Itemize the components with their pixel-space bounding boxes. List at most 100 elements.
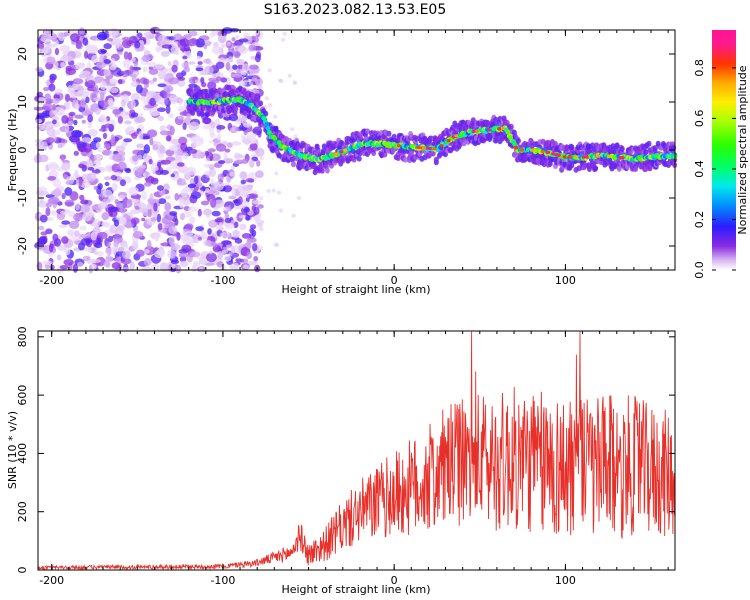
spectrogram-noise-cell: [157, 70, 167, 80]
spectrogram-ridge-halo: [633, 166, 639, 172]
spectrogram-noise-cell: [112, 153, 123, 162]
spectrogram-noise-cell: [120, 70, 130, 75]
spectrogram-noise-cell: [86, 248, 93, 253]
spectrogram-noise-cell: [138, 130, 144, 141]
spectrogram-noise-cell: [147, 91, 157, 97]
spectrogram-noise-cell: [69, 91, 79, 99]
spectrogram-noise-cell: [117, 224, 126, 232]
spectrogram-noise-cell: [248, 44, 257, 51]
spectrogram-noise-cell: [217, 173, 224, 182]
spectrogram-noise-cell: [130, 217, 140, 225]
spectrogram-noise-cell: [96, 61, 106, 69]
spectrogram-noise-cell: [134, 40, 141, 49]
spectrogram-noise-cell: [142, 66, 148, 73]
spectrogram-noise-cell: [87, 129, 99, 137]
spectrogram-noise-cell: [117, 51, 123, 55]
spectrogram-noise-cell: [190, 251, 201, 258]
spectrogram-noise-cell: [230, 73, 236, 78]
spectrogram-noise-cell: [176, 162, 185, 167]
spectrogram-noise-cell: [200, 231, 207, 239]
spectrogram-noise-cell: [78, 73, 89, 79]
spectrogram-noise-cell: [49, 110, 54, 117]
spectrogram-noise-cell: [148, 158, 153, 165]
spectrogram-noise-cell: [104, 176, 112, 181]
spectrogram-ridge-peak: [446, 139, 451, 143]
spectrogram-ridge-halo: [190, 109, 196, 116]
spectrogram-noise-cell: [169, 160, 180, 170]
spectrogram-noise-cell: [75, 138, 81, 146]
spectrogram-noise-cell: [165, 195, 171, 200]
spectrogram-noise-cell: [181, 152, 189, 160]
spectrogram-noise-cell: [94, 108, 101, 115]
spectrogram-noise-cell: [61, 220, 71, 225]
spectrogram-noise-cell: [154, 250, 165, 259]
spectrogram-noise-cell: [45, 202, 52, 208]
spectrogram-noise-cell: [231, 187, 236, 197]
spectrogram-noise-cell: [186, 166, 197, 176]
spectrogram-noise-cell: [93, 84, 98, 93]
spectrogram-ridge-halo: [365, 128, 370, 135]
spectrogram-noise-cell: [202, 117, 212, 125]
spectrogram-noise-cell: [153, 202, 158, 212]
spectrogram-noise-cell: [147, 61, 157, 68]
spectrogram-ridge-peak: [474, 129, 479, 133]
spectrogram-ridge-halo: [569, 162, 575, 169]
spectrogram-noise-cell: [163, 96, 169, 105]
y-tick-label: 800: [16, 326, 29, 347]
spectrogram-noise-cell: [276, 190, 282, 195]
spectrogram-noise-cell: [61, 193, 66, 200]
spectrogram-noise-cell: [70, 33, 80, 42]
spectrogram-ridge-halo: [614, 142, 620, 149]
spectrogram-noise-cell: [35, 67, 43, 72]
spectrogram-noise-cell: [229, 171, 235, 177]
spectrogram-noise-cell: [57, 245, 67, 251]
spectrogram-noise-cell: [120, 216, 127, 226]
spectrogram-ridge-peak: [562, 155, 567, 159]
spectrogram-noise-cell: [79, 225, 87, 231]
spectrogram-ridge-halo: [386, 130, 392, 137]
spectrogram-ridge-peak: [501, 127, 506, 131]
spectrogram-noise-cell: [206, 174, 211, 178]
spectrogram-noise-cell: [257, 222, 263, 227]
spectrogram-noise-cell: [75, 203, 81, 211]
spectrogram-noise-cell: [226, 207, 231, 212]
spectrogram-noise-cell: [166, 87, 171, 97]
spectrogram-noise-cell: [47, 176, 57, 181]
spectrogram-noise-cell: [67, 229, 74, 236]
spectrogram-noise-cell: [291, 213, 296, 218]
spectrogram-noise-cell: [211, 28, 216, 36]
spectrogram-noise-cell: [215, 76, 222, 81]
spectrogram-noise-cell: [170, 138, 181, 145]
spectrogram-noise-cell: [257, 150, 263, 155]
spectrogram-noise-cell: [208, 167, 216, 178]
spectrogram-noise-cell: [190, 191, 202, 199]
spectrogram-noise-cell: [92, 218, 101, 227]
spectrogram-noise-cell: [205, 157, 210, 162]
spectrogram-noise-cell: [196, 55, 201, 60]
spectrogram-noise-cell: [103, 143, 111, 149]
spectrogram-noise-cell: [279, 79, 284, 83]
y-tick-label: 0: [16, 147, 29, 154]
spectrogram-ridge-peak: [574, 155, 579, 159]
x-tick-label: -100: [210, 574, 235, 587]
spectrogram-noise-cell: [170, 259, 180, 265]
spectrogram-noise-cell: [109, 78, 118, 85]
spectrogram-noise-cell: [221, 43, 226, 48]
spectrogram-ridge-halo: [643, 149, 649, 156]
spectrogram-noise-cell: [228, 113, 239, 122]
spectrogram-noise-cell: [104, 247, 116, 256]
spectrogram-noise-cell: [115, 38, 120, 49]
spectrogram-noise-cell: [195, 67, 204, 72]
spectrogram-noise-cell: [187, 183, 197, 189]
spectrogram-noise-cell: [152, 77, 158, 82]
spectrogram-noise-cell: [51, 210, 57, 216]
spectrogram-noise-cell: [230, 245, 236, 254]
spectrogram-noise-cell: [102, 132, 108, 140]
spectrogram-noise-cell: [98, 128, 108, 132]
spectrogram-noise-cell: [73, 150, 80, 156]
spectrogram-noise-cell: [53, 188, 62, 197]
spectrogram-ridge-halo: [433, 156, 439, 163]
spectrogram-noise-cell: [102, 189, 113, 198]
spectrogram-noise-cell: [237, 45, 248, 55]
colorbar: 0.0 0.2 0.4 0.6 0.8 Normalized spectral ampl…: [693, 30, 749, 279]
